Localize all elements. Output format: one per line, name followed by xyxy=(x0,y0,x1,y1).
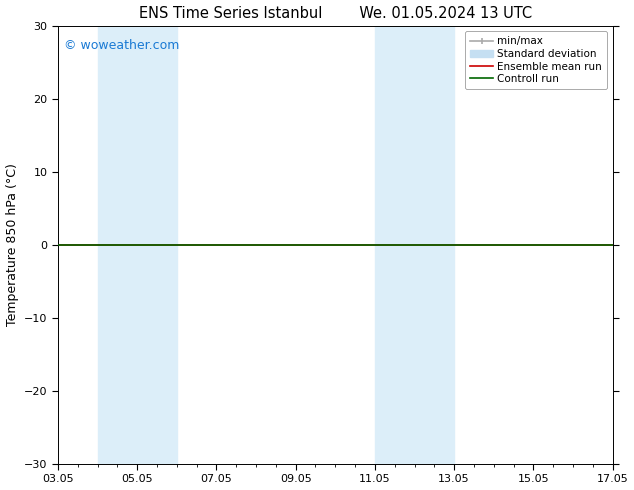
Bar xyxy=(375,26,454,464)
Title: ENS Time Series Istanbul        We. 01.05.2024 13 UTC: ENS Time Series Istanbul We. 01.05.2024 … xyxy=(139,5,532,21)
Text: © woweather.com: © woweather.com xyxy=(63,39,179,52)
Bar xyxy=(98,26,177,464)
Legend: min/max, Standard deviation, Ensemble mean run, Controll run: min/max, Standard deviation, Ensemble me… xyxy=(465,31,607,89)
Y-axis label: Temperature 850 hPa (°C): Temperature 850 hPa (°C) xyxy=(6,164,18,326)
